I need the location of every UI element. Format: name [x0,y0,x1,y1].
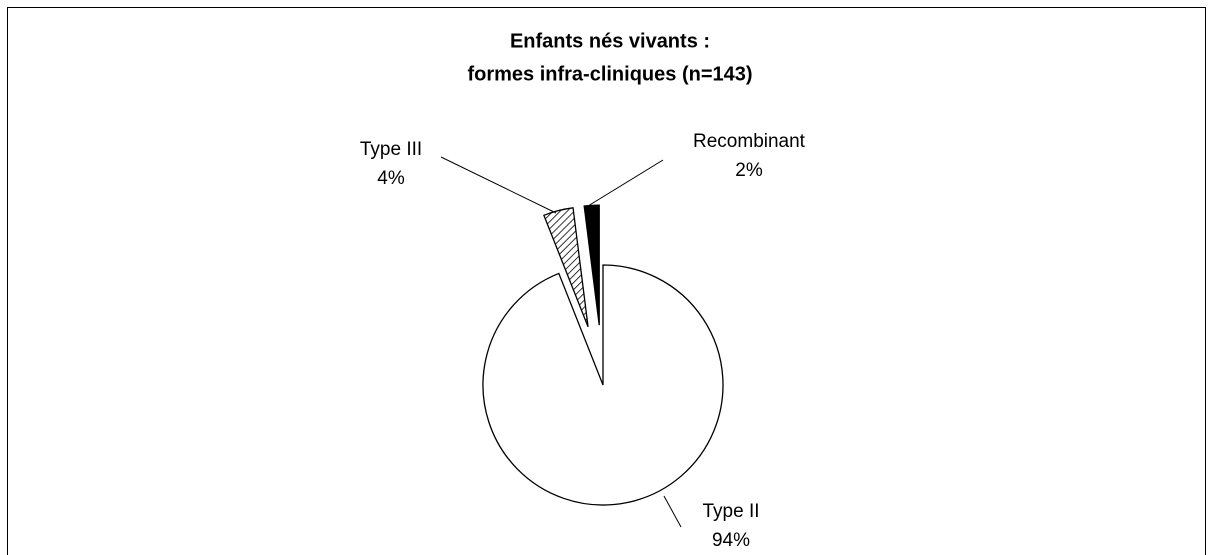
slice-label: Recombinant [693,131,806,152]
chart-title: Enfants nés vivants : [510,30,710,52]
slice-label: Type III [360,139,422,160]
pie-slice [543,207,589,328]
pie-slice [583,204,600,326]
slice-value-label: 4% [377,168,405,189]
slice-label: Type II [702,501,759,522]
pie-slice [482,264,724,506]
chart-title: formes infra-cliniques (n=143) [467,63,752,85]
leader-line [663,495,682,528]
leader-line [587,159,664,207]
slice-value-label: 2% [735,160,763,181]
leader-line [440,156,557,214]
slice-value-label: 94% [712,530,750,551]
